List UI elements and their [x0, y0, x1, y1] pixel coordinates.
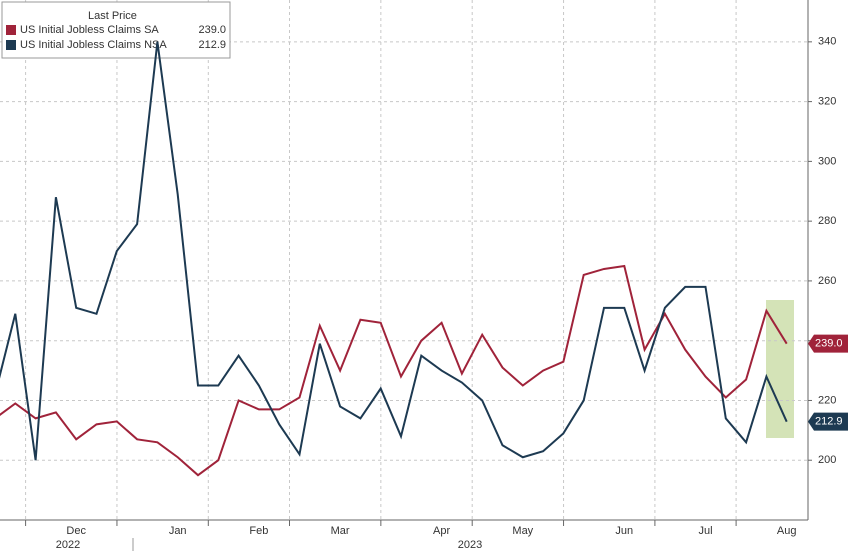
x-tick-label: Jan	[169, 525, 187, 537]
last-value-tag	[808, 334, 848, 353]
x-tick-label: Mar	[331, 525, 350, 537]
legend-box	[1, 1, 231, 59]
last-value-label: 239.0	[815, 338, 843, 350]
series-line	[0, 41, 788, 461]
x-tick-label: May	[512, 525, 533, 537]
x-tick-label: Dec	[66, 525, 86, 537]
y-tick-label: 260	[818, 275, 836, 287]
legend-value: 239.0	[198, 24, 226, 36]
series-line	[0, 264, 788, 477]
legend: Last Price US Initial Jobless Claims SA 2…	[1, 1, 231, 59]
legend-title: Last Price	[88, 10, 137, 22]
y-tick-label: 300	[818, 155, 836, 167]
x-tick-label: Jul	[698, 525, 712, 537]
highlight	[766, 300, 794, 438]
x-tick-label: Jun	[615, 525, 633, 537]
last-value-tag	[808, 412, 848, 431]
y-tick-label: 280	[818, 215, 836, 227]
x-tick-label: Feb	[249, 525, 268, 537]
y-tick-label: 340	[818, 36, 836, 48]
legend-label: US Initial Jobless Claims NSA	[20, 39, 167, 51]
legend-swatch	[6, 40, 16, 50]
x-tick-label: Apr	[433, 525, 450, 537]
last-value-label: 212.9	[815, 416, 843, 428]
y-tick-label: 200	[818, 454, 836, 466]
y-tick-label: 320	[818, 96, 836, 108]
x-year-label: 2022	[56, 539, 80, 551]
legend-swatch	[6, 25, 16, 35]
x-year-label: 2023	[458, 539, 482, 551]
legend-value: 212.9	[198, 39, 226, 51]
y-tick-label: 220	[818, 394, 836, 406]
x-tick-label: Aug	[777, 525, 797, 537]
legend-label: US Initial Jobless Claims SA	[20, 24, 159, 36]
